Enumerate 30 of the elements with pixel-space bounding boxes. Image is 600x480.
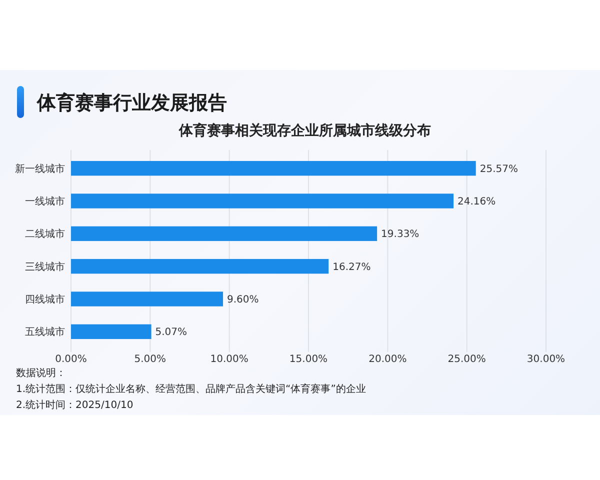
- x-tick-label: 0.00%: [55, 354, 87, 365]
- y-tick-label: 五线城市: [25, 326, 65, 338]
- x-tick-label: 5.00%: [134, 354, 166, 365]
- text: 数据说明：: [16, 367, 66, 379]
- data-label: 16.27%: [332, 262, 371, 273]
- y-tick-label: 三线城市: [25, 260, 65, 273]
- bar: [71, 292, 223, 306]
- chart-title: 体育赛事行业发展报告: [36, 92, 227, 114]
- text: 2.统计时间：2025/10/10: [16, 399, 134, 411]
- bar: [71, 160, 476, 176]
- y-tick-label: 二线城市: [25, 228, 65, 240]
- x-tick-label: 30.00%: [526, 354, 566, 365]
- bar: [71, 258, 329, 274]
- y-tick-label: 一线城市: [25, 196, 65, 208]
- data-label: 9.60%: [227, 294, 259, 306]
- text: 1.统计范围：仅统计企业名称、经营范围、品牌产品含关键词“体育赛事”的企业: [16, 383, 366, 395]
- x-tick-label: 15.00%: [289, 354, 328, 365]
- y-tick-label: 四线城市: [25, 294, 65, 306]
- x-tick-label: 20.00%: [368, 354, 407, 365]
- data-label: 19.33%: [381, 229, 420, 240]
- data-label: 25.57%: [480, 164, 518, 175]
- x-tick-label: 25.00%: [448, 354, 486, 365]
- chart-subtitle: 体育赛事相关现存企业所属城市线级分布: [178, 122, 431, 139]
- x-tick-label: 10.00%: [210, 354, 248, 365]
- y-tick-label: 新一线城市: [15, 162, 65, 175]
- data-label: 5.07%: [155, 327, 188, 338]
- bar: [71, 194, 454, 208]
- bar: [71, 226, 378, 242]
- bar: [71, 324, 152, 340]
- data-label: 24.16%: [458, 196, 496, 208]
